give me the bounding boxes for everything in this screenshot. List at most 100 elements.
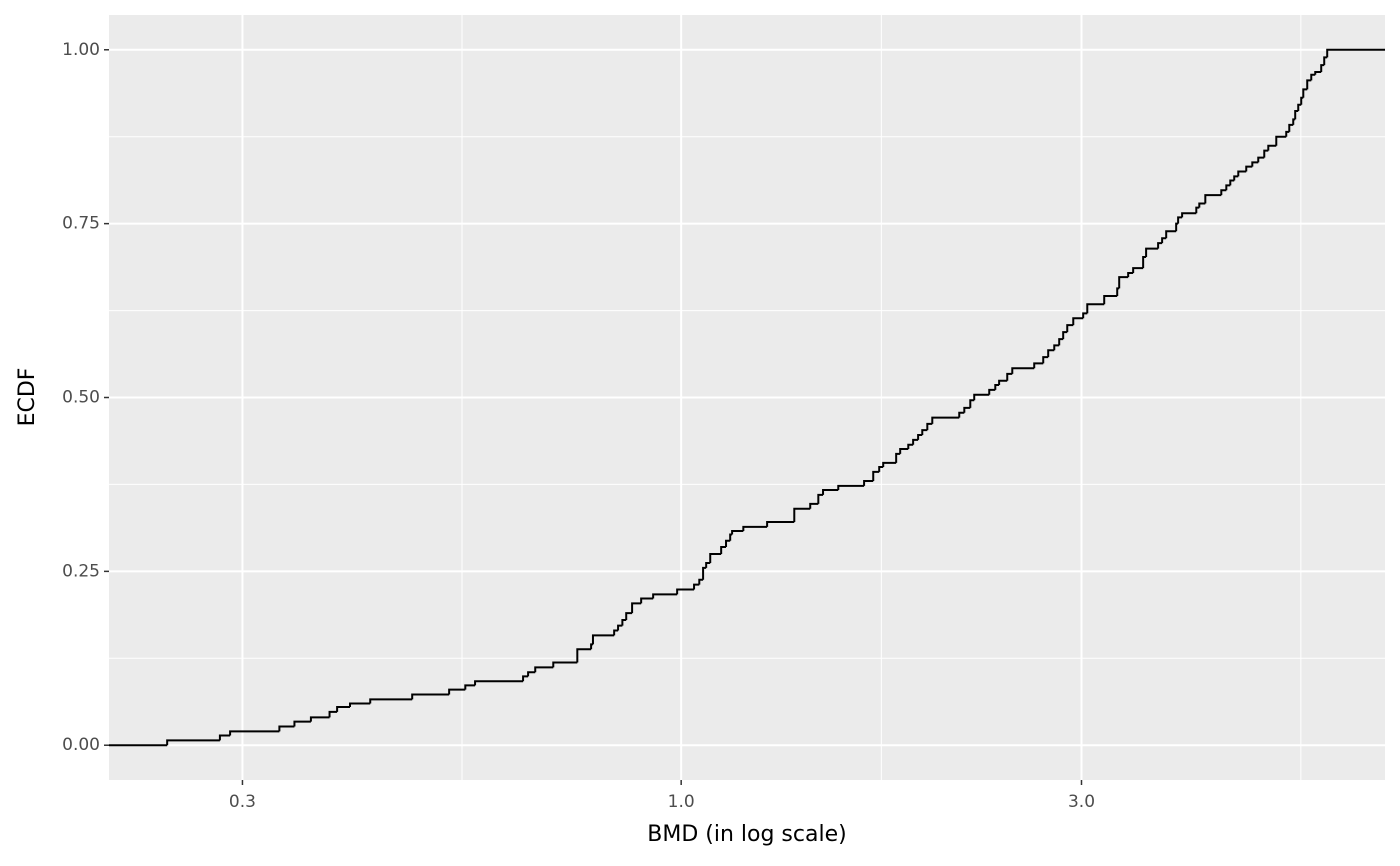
- ecdf-step: [921, 429, 928, 436]
- y-tick-label: 0.50: [62, 388, 100, 408]
- ecdf-step: [709, 552, 722, 564]
- ecdf-step: [676, 588, 695, 595]
- ecdf-step: [931, 416, 960, 424]
- ecdf-step: [907, 443, 914, 449]
- ecdf-step: [693, 583, 700, 590]
- x-axis-title: BMD (in log scale): [647, 822, 846, 847]
- ecdf-step: [1288, 123, 1294, 132]
- ecdf-step: [863, 479, 874, 486]
- ecdf-step: [474, 680, 524, 686]
- ecdf-step: [1006, 372, 1013, 381]
- ecdf-step: [328, 710, 338, 718]
- ecdf-step: [1165, 230, 1177, 239]
- ecdf-step: [631, 602, 642, 614]
- ecdf-step: [872, 470, 880, 481]
- axes: 0.3 1.0 3.0 0.00 0.25 0.50 0.75 1.00: [62, 40, 1095, 812]
- ecdf-step: [1320, 64, 1325, 73]
- ecdf-step: [229, 730, 280, 736]
- ecdf-step: [822, 488, 839, 495]
- ecdf-step: [1011, 367, 1035, 374]
- ecdf-step: [895, 452, 901, 463]
- ecdf-step: [1285, 130, 1290, 137]
- ecdf-step: [1326, 48, 1385, 58]
- ecdf-step: [1245, 165, 1253, 172]
- ecdf-step: [464, 684, 476, 690]
- grid: [109, 15, 1385, 780]
- ecdf-step: [1047, 349, 1055, 358]
- ecdf-step: [1132, 267, 1144, 274]
- ecdf-step: [1058, 338, 1064, 346]
- ecdf-step: [1294, 109, 1299, 120]
- y-tick-label: 0.00: [62, 735, 100, 755]
- ecdf-step: [1267, 144, 1277, 151]
- ecdf-step: [837, 484, 865, 490]
- ecdf-step: [1204, 194, 1222, 204]
- ecdf-step: [917, 434, 923, 440]
- ecdf-step: [969, 399, 975, 408]
- ecdf-step: [1086, 303, 1105, 314]
- ecdf-step: [411, 693, 450, 700]
- ecdf-step: [1062, 331, 1068, 340]
- ecdf-step: [705, 562, 711, 568]
- ecdf-step: [349, 702, 371, 707]
- ecdf-step: [527, 671, 536, 677]
- ecdf-step: [576, 648, 592, 663]
- x-tick-label: 0.3: [229, 792, 256, 812]
- ecdf-step: [1302, 88, 1308, 98]
- ecdf-step: [1145, 247, 1159, 258]
- ecdf-step: [448, 688, 466, 695]
- ecdf-step: [1053, 344, 1060, 351]
- ecdf-step: [958, 411, 965, 418]
- ecdf-step: [720, 546, 727, 554]
- ecdf-step: [218, 734, 231, 741]
- ecdf-step: [998, 379, 1008, 385]
- ecdf-step: [1237, 170, 1247, 177]
- ecdf-step: [766, 520, 795, 527]
- ecdf-step: [1177, 216, 1183, 224]
- ecdf-step: [534, 666, 554, 673]
- ecdf-step: [1033, 362, 1044, 369]
- ecdf-step: [1157, 242, 1163, 249]
- ecdf-step: [878, 466, 884, 472]
- ecdf-line: [109, 48, 1385, 747]
- ecdf-step: [725, 539, 731, 548]
- ecdf-step: [899, 447, 909, 454]
- ecdf-step: [522, 675, 529, 682]
- ecdf-step: [293, 720, 311, 727]
- ecdf-step: [278, 725, 295, 732]
- ecdf-step: [1233, 175, 1239, 181]
- ecdf-step: [988, 388, 996, 395]
- ecdf-step: [1220, 189, 1227, 196]
- ecdf-step: [1116, 287, 1120, 296]
- ecdf-step: [1225, 184, 1231, 191]
- ecdf-step: [591, 634, 615, 645]
- ecdf-step: [1257, 156, 1265, 163]
- ecdf-step: [1251, 161, 1259, 167]
- ecdf-step: [1082, 312, 1088, 319]
- ecdf-step: [621, 619, 627, 626]
- ecdf-step: [309, 716, 330, 722]
- y-tick-label: 1.00: [62, 40, 100, 60]
- ecdf-step: [1263, 149, 1269, 158]
- ecdf-step: [640, 597, 654, 604]
- ecdf-step: [1310, 73, 1316, 81]
- ecdf-step: [1127, 272, 1134, 278]
- ecdf-step: [1181, 212, 1197, 218]
- ecdf-step: [1066, 324, 1074, 333]
- ecdf-step: [1306, 79, 1312, 90]
- ecdf-step: [1042, 356, 1049, 364]
- ecdf-step: [1161, 237, 1167, 244]
- ecdf-step: [963, 406, 971, 413]
- ecdf-step: [817, 493, 824, 504]
- ecdf-step: [912, 438, 919, 445]
- ecdf-step: [617, 624, 623, 631]
- ecdf-step: [1198, 202, 1206, 208]
- ecdf-step: [729, 533, 733, 541]
- ecdf-step: [1297, 103, 1302, 111]
- y-axis-title: ECDF: [15, 368, 40, 427]
- ecdf-step: [1314, 71, 1322, 75]
- ecdf-step: [926, 422, 933, 431]
- ecdf-step: [994, 383, 1000, 390]
- ecdf-step: [166, 739, 220, 746]
